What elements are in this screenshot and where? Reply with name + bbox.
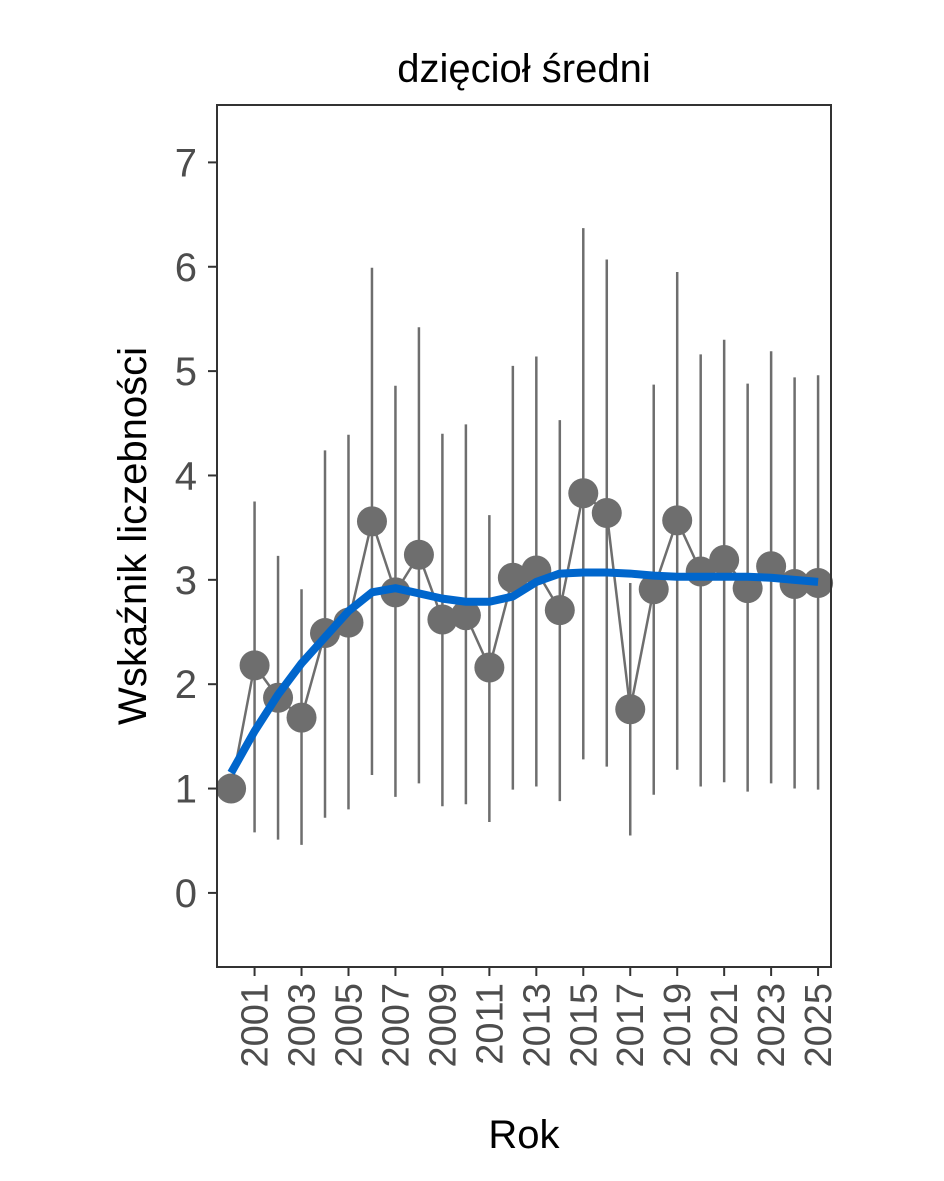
x-tick-label: 2021 [704, 983, 746, 1068]
x-tick-label: 2009 [422, 983, 464, 1068]
data-point [497, 562, 528, 593]
trend-line [227, 568, 819, 775]
y-tick-label: 7 [175, 141, 197, 185]
y-tick-label: 3 [175, 559, 197, 603]
data-point [356, 506, 387, 537]
y-tick-label: 2 [175, 663, 197, 707]
plot-area: 0 1 2 3 4 5 6 7 2001 2003 2005 2007 2009 2011 2013 2015… [175, 104, 840, 1068]
y-axis-label: Wskaźnik liczebności [111, 347, 155, 725]
data-point [568, 478, 599, 509]
data-point [474, 652, 505, 683]
y-tick-label: 5 [175, 350, 197, 394]
data-point [709, 545, 740, 576]
data-point [615, 694, 646, 725]
data-point [638, 574, 669, 605]
data-point [662, 505, 693, 536]
x-tick-label: 2023 [751, 983, 793, 1068]
data-point [450, 600, 481, 631]
x-tick-label: 2003 [282, 983, 324, 1068]
x-tick-label: 2015 [563, 983, 605, 1068]
x-axis-label: Rok [488, 1113, 560, 1157]
data-point [239, 650, 270, 681]
chart-title: dzięcioł średni [397, 47, 650, 91]
data-point [544, 595, 575, 626]
data-point [591, 498, 622, 529]
x-tick-label: 2001 [235, 983, 277, 1068]
data-point [216, 773, 247, 804]
data-point [286, 702, 317, 733]
plot-frame [216, 104, 832, 968]
data-point [403, 539, 434, 570]
y-tick-label: 0 [175, 872, 197, 916]
y-tick-label: 6 [175, 246, 197, 290]
x-tick-label: 2025 [798, 983, 840, 1068]
x-tick-label: 2017 [610, 983, 652, 1068]
y-tick-label: 4 [175, 454, 197, 498]
y-tick-label: 1 [175, 768, 197, 812]
data-point [803, 567, 834, 598]
x-tick-label: 2007 [375, 983, 417, 1068]
x-tick-label: 2019 [657, 983, 699, 1068]
x-tick-label: 2011 [469, 983, 511, 1065]
data-point [427, 604, 458, 635]
x-tick-label: 2013 [516, 983, 558, 1068]
x-tick-label: 2005 [328, 983, 370, 1068]
data-point [380, 577, 411, 608]
